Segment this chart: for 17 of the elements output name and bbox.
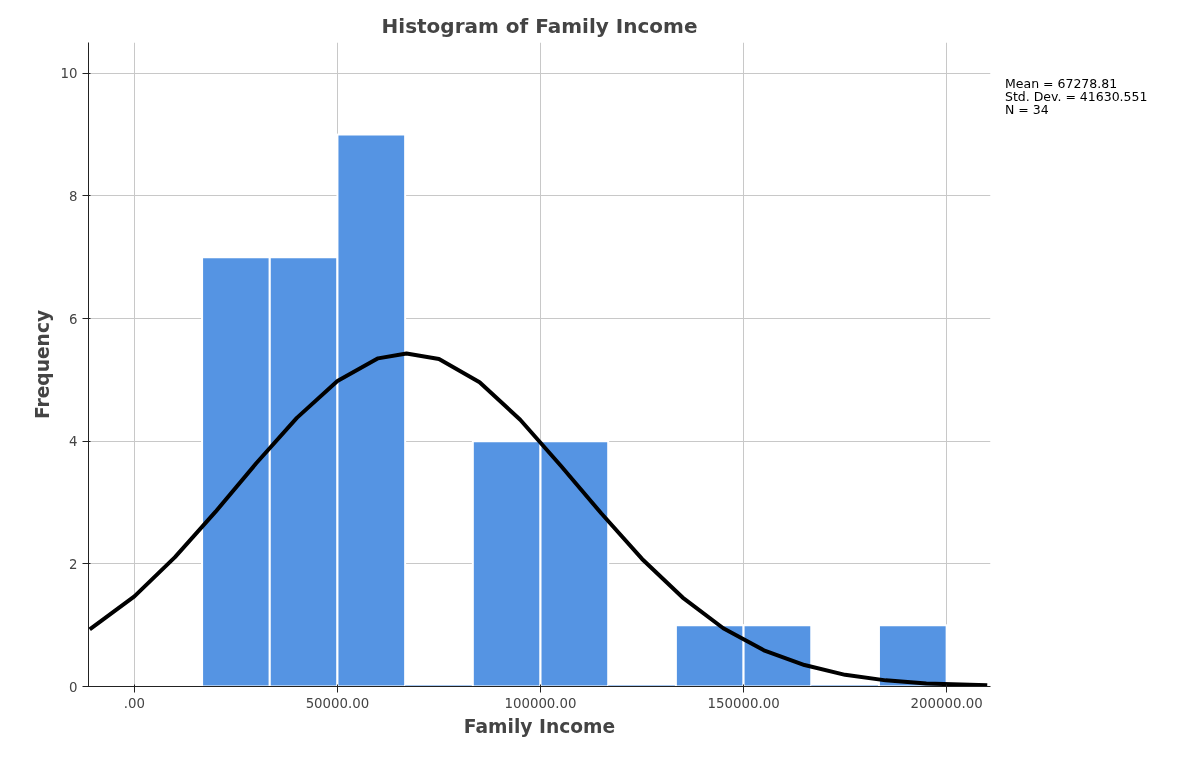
chart-title: Histogram of Family Income (381, 13, 698, 38)
x-tick-label: 150000.00 (707, 695, 780, 711)
y-axis-title: Frequency (31, 309, 53, 420)
y-tick-label: 0 (69, 679, 78, 695)
y-tick-label: 4 (69, 434, 78, 450)
y-tick-label: 10 (60, 66, 78, 82)
x-tick-label: 50000.00 (305, 695, 370, 711)
x-tick-label: .00 (123, 695, 145, 711)
x-tick-label: 200000.00 (910, 695, 983, 711)
text: Mean = 67278.81 (1005, 76, 1118, 91)
x-tick-label: 100000.00 (504, 695, 577, 711)
text: N = 34 (1005, 102, 1049, 117)
y-tick-label: 6 (69, 311, 78, 327)
y-tick-label: 2 (69, 556, 78, 572)
text: Std. Dev. = 41630.551 (1005, 89, 1148, 104)
x-axis-title: Family Income (463, 715, 616, 737)
y-tick-label: 8 (69, 188, 78, 204)
